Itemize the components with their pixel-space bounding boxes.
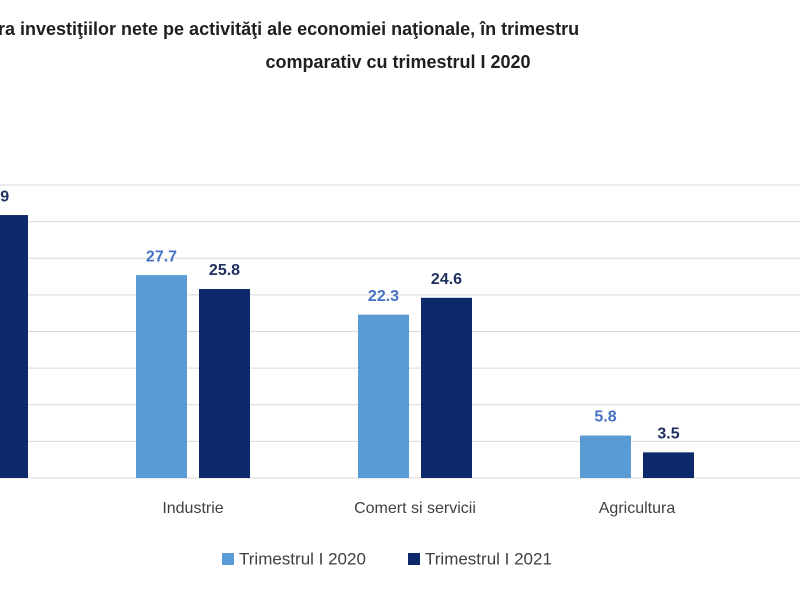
bar [136, 275, 187, 478]
bar [0, 215, 28, 478]
x-tick-label: Comert si servicii [354, 500, 476, 517]
value-label: 27.7 [146, 248, 177, 265]
bar [643, 452, 694, 478]
value-label: 3.5 [657, 426, 679, 443]
x-tick-label: Industrie [162, 500, 223, 517]
value-label: 25.8 [209, 262, 240, 279]
bar [358, 314, 409, 478]
legend-swatch [408, 553, 420, 565]
x-tick-label: Agricultura [599, 500, 676, 517]
legend-label: Trimestrul I 2021 [425, 549, 552, 568]
value-label: .9 [0, 188, 9, 205]
legend-label: Trimestrul I 2020 [239, 549, 366, 568]
value-label: 22.3 [368, 288, 399, 305]
bar [580, 435, 631, 478]
bar [421, 297, 472, 478]
value-label: 24.6 [431, 271, 462, 288]
chart-title: comparativ cu trimestrul I 2020 [265, 52, 530, 72]
legend-swatch [222, 553, 234, 565]
value-label: 5.8 [594, 409, 616, 426]
bar [199, 289, 250, 478]
chart-title: ra investiţiilor nete pe activităţi ale … [0, 19, 579, 39]
